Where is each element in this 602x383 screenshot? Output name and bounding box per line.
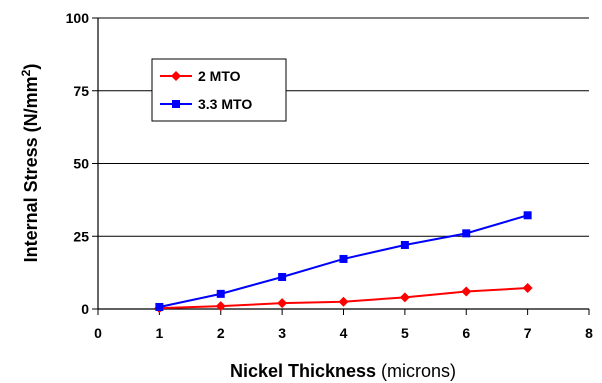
y-tick-label: 25 [73, 228, 89, 244]
data-point [216, 289, 225, 298]
x-tick-label: 1 [155, 325, 163, 341]
x-tick-label: 6 [462, 325, 470, 341]
legend-label: 3.3 MTO [198, 96, 252, 112]
y-tick-label: 75 [73, 83, 89, 99]
x-axis-title: Nickel Thickness (microns) [230, 361, 456, 381]
legend-box [151, 58, 287, 122]
x-tick-label: 7 [524, 325, 532, 341]
x-axis-title-unit: (microns) [376, 361, 456, 381]
series-group [154, 211, 533, 314]
legend-swatch-marker [171, 71, 181, 81]
x-tick-label: 0 [94, 325, 102, 341]
data-point [277, 298, 288, 309]
gridlines [98, 17, 589, 237]
data-point [462, 229, 471, 238]
series-2 [155, 211, 532, 311]
x-tick-label: 2 [217, 325, 225, 341]
x-tick-label: 5 [401, 325, 409, 341]
data-point [338, 296, 349, 307]
tick-labels: 0 25 50 75 100 0 1 2 3 4 5 6 7 8 [66, 10, 593, 341]
y-axis-title: Internal Stress (N/mm2) [19, 64, 41, 263]
data-point [400, 240, 409, 249]
x-tick-label: 4 [340, 325, 348, 341]
y-axis-title-base: Internal Stress (N/mm [21, 76, 41, 262]
y-axis-title-close: ) [21, 64, 41, 70]
x-axis-title-main: Nickel Thickness [230, 361, 376, 381]
data-point [399, 292, 410, 303]
x-tick-label: 3 [278, 325, 286, 341]
legend-label: 2 MTO [198, 68, 241, 84]
data-point [215, 301, 226, 312]
x-tick-label: 8 [585, 325, 593, 341]
y-axis-title-superscript: 2 [19, 69, 33, 76]
y-tick-label: 50 [73, 156, 89, 172]
y-tick-label: 100 [66, 10, 90, 26]
data-point [523, 211, 532, 220]
data-point [522, 283, 533, 294]
legend: 2 MTO 3.3 MTO [151, 58, 287, 122]
data-point [339, 254, 348, 263]
data-point [461, 286, 472, 297]
data-point [278, 272, 287, 281]
legend-swatch-marker [172, 100, 180, 108]
data-point [155, 302, 164, 311]
y-tick-label: 0 [81, 301, 89, 317]
